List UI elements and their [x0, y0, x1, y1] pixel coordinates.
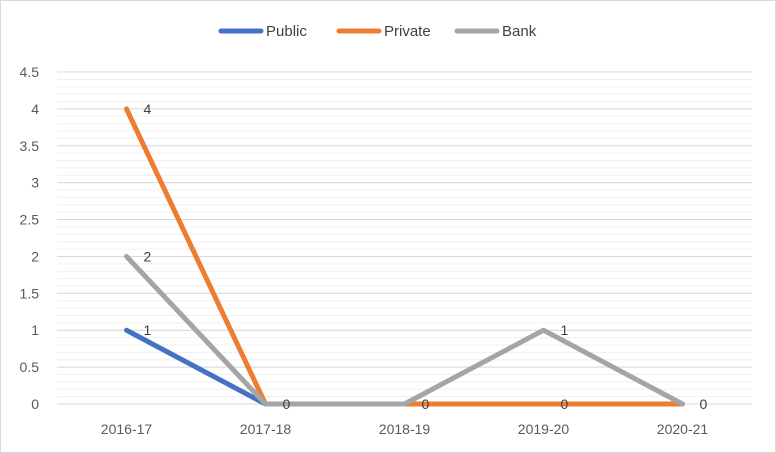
- y-tick-label: 2: [31, 248, 39, 264]
- y-tick-label: 0: [31, 396, 39, 412]
- legend-label-bank: Bank: [502, 23, 537, 40]
- y-tick-label: 4: [31, 101, 39, 117]
- data-label: 4: [144, 101, 152, 117]
- x-axis: 2016-17 2017-18 2018-19 2019-20 2020-21: [101, 421, 709, 437]
- x-tick-label: 2017-18: [240, 421, 292, 437]
- y-tick-label: 2.5: [20, 212, 40, 228]
- legend: Public Private Bank: [218, 23, 537, 40]
- y-tick-label: 1: [31, 322, 39, 338]
- gridlines: [57, 71, 752, 405]
- data-label: 1: [561, 322, 569, 338]
- y-tick-label: 4.5: [20, 64, 40, 80]
- y-tick-label: 1.5: [20, 285, 40, 301]
- y-tick-label: 3: [31, 175, 39, 191]
- series-lines: [124, 106, 685, 407]
- legend-label-public: Public: [266, 23, 307, 40]
- data-label: 0: [422, 396, 430, 412]
- series-line-public: [124, 327, 268, 407]
- x-tick-label: 2019-20: [518, 421, 570, 437]
- y-tick-label: 3.5: [20, 138, 40, 154]
- x-tick-label: 2020-21: [657, 421, 709, 437]
- data-label: 0: [700, 396, 708, 412]
- y-axis: 0 0.5 1 1.5 2 2.5 3 3.5 4 4.5: [20, 64, 40, 412]
- y-tick-label: 0.5: [20, 359, 40, 375]
- data-label: 0: [283, 396, 291, 412]
- data-label: 1: [144, 322, 152, 338]
- x-tick-label: 2018-19: [379, 421, 431, 437]
- series-line-bank: [124, 253, 685, 407]
- data-labels: 1 4 0 2 0 0 1 0: [144, 101, 708, 412]
- data-label: 2: [144, 248, 152, 264]
- data-label: 0: [561, 396, 569, 412]
- legend-label-private: Private: [384, 23, 431, 40]
- x-tick-label: 2016-17: [101, 421, 153, 437]
